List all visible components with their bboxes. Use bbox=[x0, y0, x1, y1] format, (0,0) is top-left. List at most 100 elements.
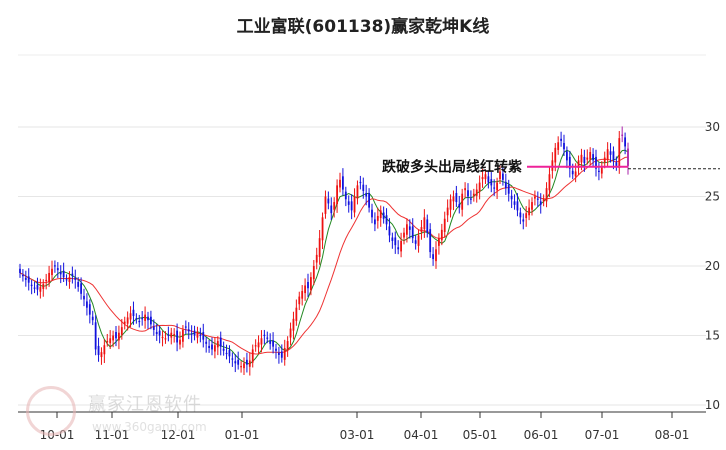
x-tick-label: 11-01 bbox=[95, 428, 130, 442]
candle-body bbox=[152, 326, 155, 330]
candle-body bbox=[531, 202, 533, 210]
candle-body bbox=[310, 277, 312, 291]
candle-body bbox=[243, 363, 245, 369]
candle-body bbox=[365, 193, 368, 197]
candle-body bbox=[292, 318, 295, 331]
y-tick-label: 15 bbox=[705, 329, 720, 343]
candle-body bbox=[571, 170, 574, 175]
candle-body bbox=[86, 301, 88, 308]
candle-body bbox=[202, 332, 205, 340]
candle-body bbox=[606, 149, 609, 160]
candle-body bbox=[528, 207, 530, 216]
candle-body bbox=[374, 219, 376, 225]
candle-body bbox=[237, 359, 240, 365]
watermark-url: www.360gann.com bbox=[92, 420, 207, 434]
candle-body bbox=[173, 334, 176, 336]
candle-body bbox=[336, 185, 338, 205]
candle-body bbox=[589, 152, 592, 160]
candle-body bbox=[132, 309, 135, 317]
candle-body bbox=[429, 229, 432, 253]
candle-body bbox=[22, 275, 24, 277]
candle-body bbox=[115, 332, 117, 339]
candle-body bbox=[129, 313, 132, 320]
candle-body bbox=[394, 237, 397, 246]
candle-body bbox=[339, 179, 341, 188]
candle-body bbox=[278, 352, 280, 355]
candle-body bbox=[321, 217, 324, 241]
candle-body bbox=[248, 360, 251, 367]
candle-body bbox=[452, 196, 455, 202]
candle-body bbox=[39, 286, 42, 292]
candle-body bbox=[307, 281, 309, 289]
candle-body bbox=[420, 227, 423, 232]
watermark-seal-icon bbox=[26, 386, 76, 436]
x-tick-label: 01-01 bbox=[225, 428, 260, 442]
candle-body bbox=[455, 193, 458, 203]
candle-body bbox=[443, 218, 446, 232]
candle-body bbox=[574, 171, 577, 177]
candle-body bbox=[54, 265, 56, 267]
candle-body bbox=[627, 148, 629, 166]
candle-body bbox=[580, 154, 583, 163]
watermark-text: 赢家江恩软件 bbox=[88, 394, 202, 415]
candle-body bbox=[382, 212, 385, 219]
candle-body bbox=[557, 142, 560, 150]
candle-body bbox=[59, 272, 62, 275]
candle-body bbox=[179, 339, 181, 345]
candle-body bbox=[62, 270, 65, 278]
candle-body bbox=[504, 181, 507, 189]
candle-body bbox=[304, 285, 306, 294]
candle-body bbox=[484, 174, 487, 180]
candle-body bbox=[461, 193, 464, 210]
candle-body bbox=[333, 202, 336, 210]
candle-body bbox=[30, 284, 33, 286]
candle-body bbox=[534, 196, 536, 199]
candle-body bbox=[379, 210, 382, 219]
candle-body bbox=[138, 320, 141, 323]
candle-body bbox=[167, 334, 170, 337]
candle-body bbox=[502, 173, 504, 180]
candle-body bbox=[519, 212, 522, 218]
candle-body bbox=[234, 361, 237, 364]
candle-body bbox=[545, 188, 548, 202]
candle-body bbox=[525, 213, 528, 219]
candle-body bbox=[490, 179, 493, 186]
candle-body bbox=[400, 240, 402, 252]
watermark-logo: 赢家江恩软件 www.360gann.com bbox=[22, 384, 222, 442]
candle-body bbox=[423, 217, 426, 230]
candle-body bbox=[155, 332, 158, 335]
candle-body bbox=[45, 279, 48, 282]
candle-body bbox=[577, 160, 580, 169]
candle-body bbox=[472, 193, 475, 196]
candle-body bbox=[208, 345, 210, 349]
candle-body bbox=[385, 215, 388, 225]
candle-body bbox=[621, 134, 624, 136]
y-tick-label: 10 bbox=[705, 398, 720, 412]
candle-body bbox=[289, 328, 292, 338]
candle-body bbox=[467, 190, 469, 197]
candle-body bbox=[435, 249, 437, 262]
candle-body bbox=[315, 254, 318, 263]
candle-body bbox=[568, 156, 571, 169]
candle-body bbox=[440, 229, 443, 241]
candle-body bbox=[74, 277, 77, 280]
candle-body bbox=[109, 338, 112, 344]
candle-body bbox=[312, 266, 315, 280]
y-tick-label: 20 bbox=[705, 259, 720, 273]
candle-body bbox=[71, 273, 74, 276]
candle-body bbox=[158, 330, 161, 336]
candle-body bbox=[161, 336, 164, 339]
candle-body bbox=[100, 352, 103, 358]
candle-body bbox=[414, 240, 417, 244]
candle-body bbox=[42, 284, 45, 289]
candle-body bbox=[36, 284, 39, 290]
candle-body bbox=[266, 337, 269, 339]
ma-slow-line bbox=[19, 156, 629, 355]
candle-body bbox=[231, 358, 234, 360]
candle-body bbox=[513, 201, 516, 205]
candle-body bbox=[536, 198, 539, 200]
candle-body bbox=[135, 318, 138, 320]
candle-body bbox=[487, 176, 490, 183]
candle-body bbox=[598, 170, 600, 172]
